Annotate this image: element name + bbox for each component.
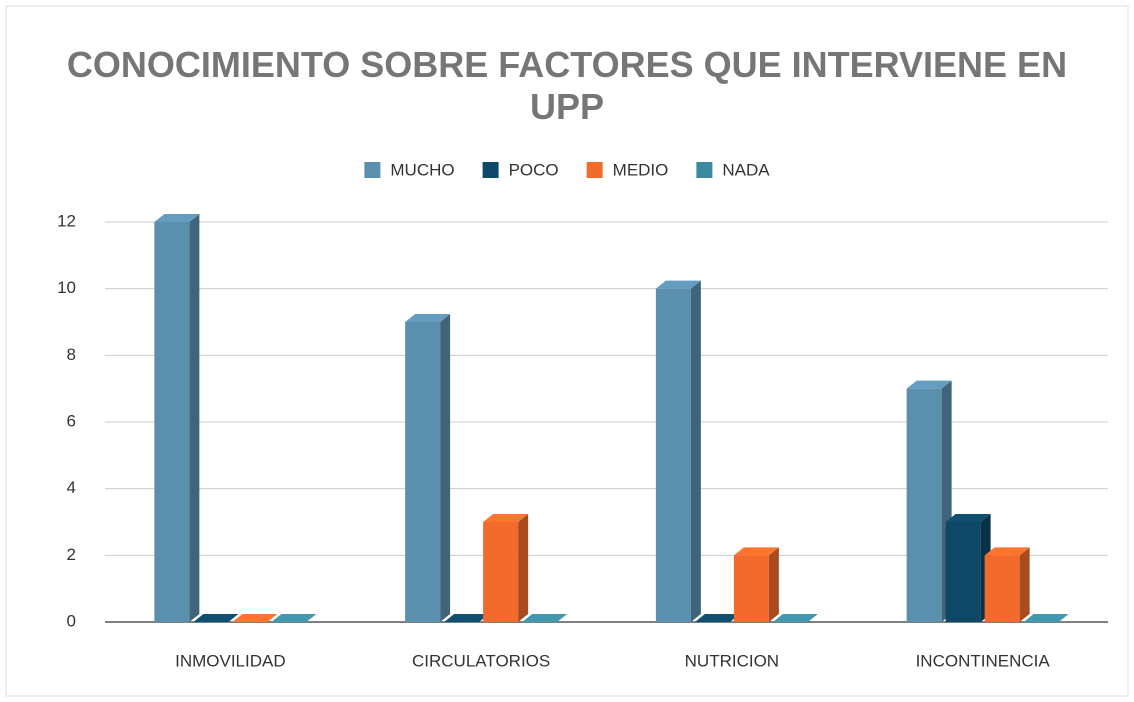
bar-top bbox=[906, 380, 952, 389]
legend-swatch bbox=[586, 162, 603, 178]
bar-front bbox=[154, 222, 190, 622]
bar-top bbox=[271, 614, 317, 622]
bar bbox=[232, 614, 278, 622]
bar-top bbox=[154, 214, 200, 222]
legend-label: MEDIO bbox=[613, 160, 669, 179]
legend-swatch bbox=[482, 162, 499, 178]
bar bbox=[655, 280, 701, 622]
y-tick-label: 10 bbox=[57, 278, 76, 297]
bar-top bbox=[733, 547, 779, 556]
x-tick-label: INMOVILIDAD bbox=[175, 651, 286, 670]
bar-front bbox=[945, 522, 981, 622]
bar-top bbox=[193, 614, 239, 622]
bar bbox=[772, 614, 818, 622]
legend-label: NADA bbox=[722, 160, 770, 179]
bar bbox=[945, 514, 991, 622]
bar-side bbox=[1019, 547, 1030, 622]
bar-front bbox=[733, 555, 769, 622]
bar-top bbox=[945, 514, 991, 522]
bar bbox=[984, 547, 1030, 622]
x-tick-label: CIRCULATORIOS bbox=[412, 651, 550, 670]
bar-top bbox=[1023, 614, 1069, 622]
bar bbox=[271, 614, 317, 622]
legend-label: POCO bbox=[509, 160, 559, 179]
bar-front bbox=[906, 388, 942, 622]
bar-front bbox=[483, 522, 519, 622]
x-tick-label: INCONTINENCIA bbox=[916, 651, 1051, 670]
bar bbox=[483, 514, 529, 622]
bar-side bbox=[768, 547, 779, 622]
legend: MUCHO POCO MEDIO NADA bbox=[364, 160, 770, 179]
bar-top bbox=[984, 547, 1030, 556]
bar-front bbox=[405, 322, 441, 622]
bar bbox=[1023, 614, 1069, 622]
bar-top bbox=[772, 614, 818, 622]
bar-front bbox=[984, 555, 1020, 622]
legend-swatch bbox=[696, 162, 713, 178]
y-tick-label: 2 bbox=[67, 545, 76, 564]
bar-side bbox=[440, 314, 451, 622]
bar-front bbox=[655, 288, 691, 622]
bar-top bbox=[444, 614, 490, 622]
bar bbox=[733, 547, 779, 622]
bar-side bbox=[690, 280, 701, 622]
bar bbox=[694, 614, 740, 622]
bar bbox=[444, 614, 490, 622]
bar-top bbox=[483, 514, 529, 522]
legend-swatch bbox=[364, 162, 381, 178]
y-tick-label: 6 bbox=[67, 411, 76, 430]
bar bbox=[154, 214, 200, 622]
bar-side bbox=[518, 514, 529, 622]
x-tick-label: NUTRICION bbox=[685, 651, 779, 670]
y-tick-label: 12 bbox=[57, 211, 76, 230]
bar-top bbox=[405, 314, 451, 322]
bar-top bbox=[655, 280, 701, 289]
bar-top bbox=[232, 614, 278, 622]
chart-title: CONOCIMIENTO SOBRE FACTORES QUE INTERVIE… bbox=[66, 44, 1068, 127]
bar-top bbox=[522, 614, 568, 622]
legend-label: MUCHO bbox=[390, 160, 454, 179]
y-tick-label: 0 bbox=[67, 611, 76, 630]
bar bbox=[405, 314, 451, 622]
bar bbox=[522, 614, 568, 622]
bar-top bbox=[694, 614, 740, 622]
bar bbox=[906, 380, 952, 622]
bar bbox=[193, 614, 239, 622]
y-tick-label: 4 bbox=[67, 478, 76, 497]
bar-side bbox=[189, 214, 200, 622]
y-tick-label: 8 bbox=[67, 345, 76, 364]
